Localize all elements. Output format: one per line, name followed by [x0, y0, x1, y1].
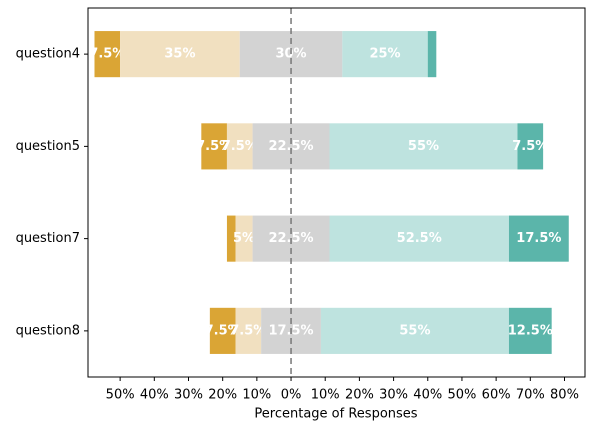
bar-segment: [342, 31, 428, 78]
x-tick-label: 40%: [140, 388, 169, 403]
x-tick-label: 30%: [174, 388, 203, 403]
value-label: 52.5%: [397, 231, 442, 246]
x-tick-label: 40%: [413, 388, 442, 403]
value-label: 17.5%: [516, 231, 561, 246]
x-tick-label: 20%: [208, 388, 237, 403]
x-tick-label: 70%: [516, 388, 545, 403]
x-tick-label: 10%: [242, 388, 271, 403]
bar-segment: [226, 215, 236, 262]
bar-segment: [517, 123, 544, 170]
bar-segment: [320, 307, 509, 354]
value-label: 7.5%: [512, 139, 548, 154]
value-label: 25%: [369, 47, 400, 62]
value-label: 7.5%: [230, 323, 266, 338]
y-tick-label: question5: [16, 139, 80, 154]
value-label: 7.5%: [89, 47, 125, 62]
value-label: 35%: [164, 47, 195, 62]
bar-segment: [235, 215, 253, 262]
value-label: 22.5%: [268, 139, 313, 154]
x-tick-label: 50%: [106, 388, 135, 403]
value-label: 7.5%: [196, 139, 232, 154]
x-tick-label: 10%: [311, 388, 340, 403]
x-tick-label: 30%: [379, 388, 408, 403]
bar-segment: [508, 307, 552, 354]
bar-segment: [235, 307, 262, 354]
x-tick-label: 20%: [345, 388, 374, 403]
value-label: 5%: [233, 231, 255, 246]
bar-segment: [94, 31, 121, 78]
x-tick-label: 50%: [447, 388, 476, 403]
value-label: 55%: [399, 323, 430, 338]
bar-segment: [120, 31, 240, 78]
y-tick-label: question4: [16, 47, 80, 62]
x-tick-label: 60%: [482, 388, 511, 403]
bar-segment: [201, 123, 227, 170]
x-tick-label: 0%: [281, 388, 302, 403]
value-label: 30%: [275, 47, 306, 62]
bar-segment: [329, 215, 509, 262]
value-label: 7.5%: [222, 139, 258, 154]
bar-segment: [329, 123, 518, 170]
y-tick-label: question8: [16, 323, 80, 338]
bar-segment: [226, 123, 253, 170]
x-tick-label: 80%: [550, 388, 579, 403]
x-axis-label: Percentage of Responses: [254, 407, 417, 422]
value-label: 7.5%: [205, 323, 241, 338]
value-label: 55%: [408, 139, 439, 154]
plot-frame: [87, 7, 586, 378]
bar-segment: [508, 215, 569, 262]
bar-segment: [209, 307, 236, 354]
y-tick-label: question7: [16, 231, 80, 246]
bar-segment: [427, 31, 437, 78]
value-label: 12.5%: [508, 323, 553, 338]
